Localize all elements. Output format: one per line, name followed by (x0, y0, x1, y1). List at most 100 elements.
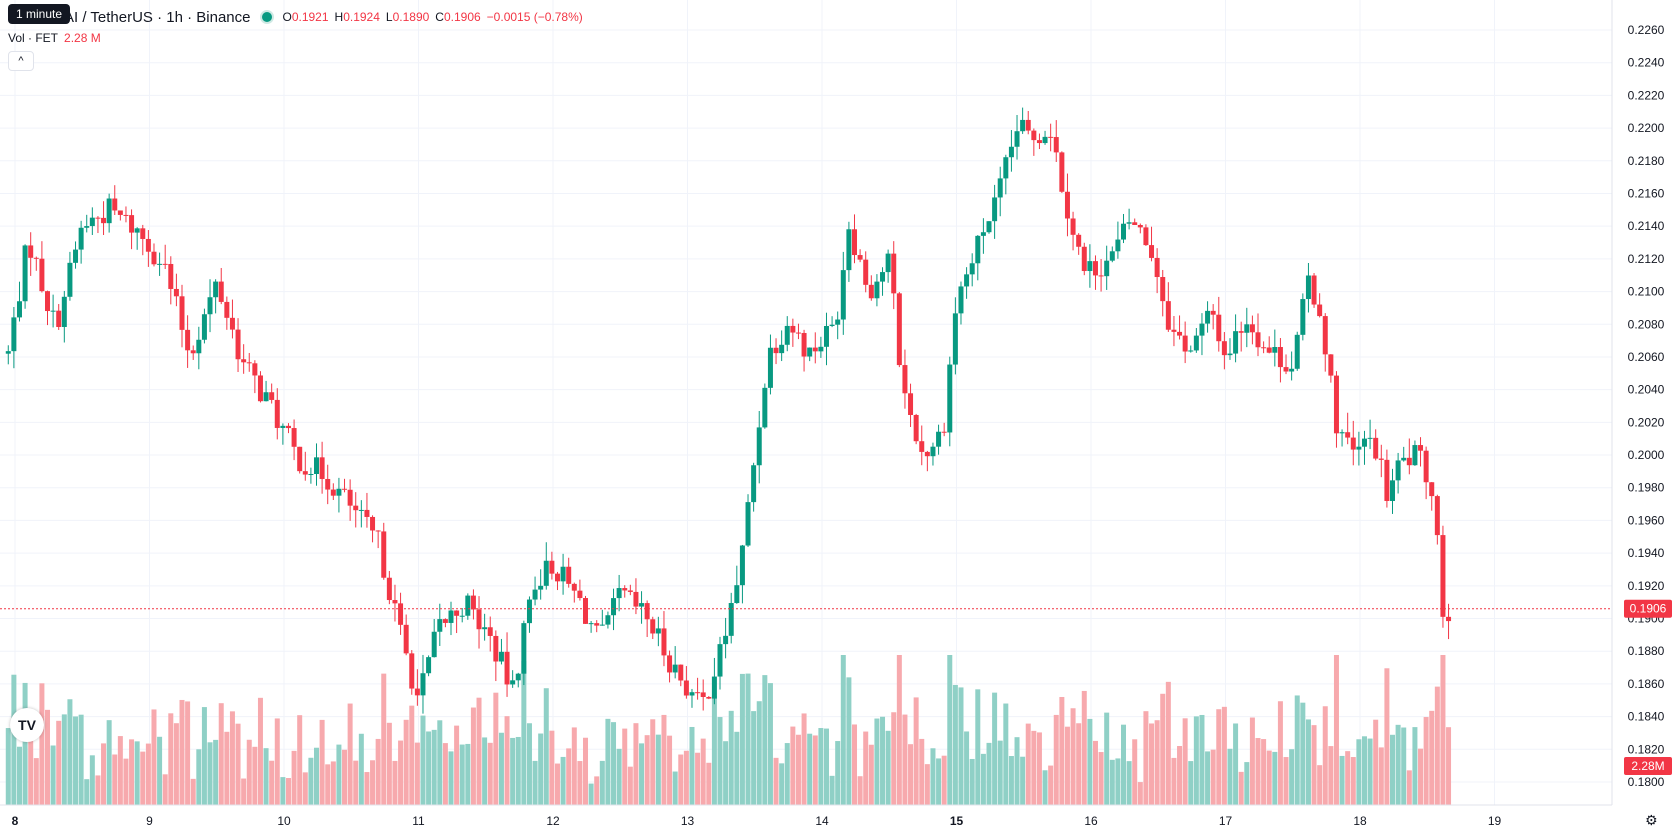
candle-body (1322, 316, 1328, 355)
candle-body (980, 232, 986, 236)
volume-bar (173, 723, 179, 805)
time-tick-label: 18 (1353, 814, 1367, 828)
candle-body (1418, 445, 1424, 451)
candle-body (420, 673, 426, 696)
volume-bar (919, 738, 925, 805)
candle-body (218, 281, 224, 302)
price-tick-label: 0.2180 (1628, 154, 1665, 168)
candle-body (1356, 446, 1362, 450)
volume-bar (89, 755, 95, 805)
volume-bar (1395, 724, 1401, 805)
candle-body (1081, 246, 1087, 272)
time-tick-label: 17 (1219, 814, 1233, 828)
candle-body (1328, 354, 1334, 376)
volume-bar (1104, 712, 1110, 805)
volume-bar (375, 738, 381, 805)
volume-bar (1339, 755, 1345, 805)
volume-bar (650, 719, 656, 805)
tradingview-logo[interactable]: TV (10, 708, 44, 742)
candle-body (1216, 314, 1222, 342)
price-tick-label: 0.2100 (1628, 285, 1665, 299)
volume-bar (1020, 756, 1026, 805)
volume-bar (986, 742, 992, 805)
candle-body (414, 688, 420, 696)
volume-bar (1098, 752, 1104, 805)
candle-body (605, 615, 611, 625)
candle-body (650, 619, 656, 634)
candle-body (622, 588, 628, 591)
volume-bar (611, 722, 617, 805)
candle-body (1193, 335, 1199, 351)
volume-bar (1053, 714, 1059, 805)
candle-body (706, 697, 712, 699)
candle-body (112, 198, 118, 211)
market-status-icon[interactable] (260, 10, 275, 24)
volume-bar (908, 744, 914, 805)
candle-body (1390, 480, 1396, 501)
volume-legend[interactable]: Vol · FET 2.28 M (8, 31, 101, 45)
candle-body (571, 583, 577, 591)
volume-bar (61, 714, 67, 805)
volume-bar (246, 739, 252, 805)
candle-body (818, 346, 824, 352)
volume-bar (891, 712, 897, 805)
time-tick-label: 8 (12, 814, 19, 828)
volume-bar (386, 722, 392, 805)
chart-grid (0, 0, 1612, 805)
chevron-up-icon[interactable]: ^ (8, 51, 34, 71)
volume-bar (1193, 716, 1199, 805)
volume-bar (622, 728, 628, 805)
time-tick-label: 9 (146, 814, 153, 828)
volume-bar (885, 730, 891, 805)
volume-bar (992, 692, 998, 805)
price-tick-label: 0.1880 (1628, 644, 1665, 658)
volume-bar (1233, 723, 1239, 805)
candle-body (246, 362, 252, 364)
candle-body (487, 627, 493, 636)
candle-body (975, 235, 981, 264)
gear-icon[interactable]: ⚙ (1645, 812, 1658, 828)
candle-body (45, 291, 51, 312)
volume-bar (140, 751, 146, 805)
volume-bar (145, 743, 151, 805)
candle-body (1121, 223, 1127, 240)
candle-body (1149, 245, 1155, 258)
volume-bar (470, 707, 476, 805)
volume-bar (358, 733, 364, 805)
volume-bar (347, 703, 353, 805)
candle-body (347, 489, 353, 506)
volume-bar (711, 696, 717, 805)
volume-bar (863, 731, 869, 805)
volume-bar (1003, 703, 1009, 805)
price-tick-label: 0.1840 (1628, 710, 1665, 724)
candle-body (252, 363, 258, 376)
candle-body (896, 293, 902, 366)
candle-body (543, 560, 549, 586)
volume-bar (1070, 708, 1076, 805)
price-tick-label: 0.2020 (1628, 415, 1665, 429)
volume-bar (1434, 686, 1440, 805)
volume-bar (16, 746, 22, 805)
candle-body (1025, 119, 1031, 131)
time-tick-label: 19 (1488, 814, 1502, 828)
volume-bar (448, 751, 454, 805)
candle-body (285, 425, 291, 429)
volume-bar (599, 760, 605, 805)
volume-bar (1165, 681, 1171, 805)
volume-bar (818, 728, 824, 805)
candle-body (924, 451, 930, 457)
symbol-title[interactable]: AI / TetherUS · 1h · Binance (64, 8, 251, 26)
candle-body (459, 615, 465, 617)
volume-bar (106, 720, 112, 805)
candle-body (157, 263, 163, 265)
volume-bar (930, 748, 936, 805)
volume-bar (185, 701, 191, 805)
candle-body (874, 281, 880, 299)
volume-bar (504, 716, 510, 805)
symbol-legend[interactable]: AI / TetherUS · 1h · Binance O0.1921 H0.… (8, 6, 587, 28)
volume-bar (1048, 765, 1054, 805)
volume-bar (263, 748, 269, 805)
volume-bar (1289, 749, 1295, 805)
volume-bar (723, 741, 729, 805)
